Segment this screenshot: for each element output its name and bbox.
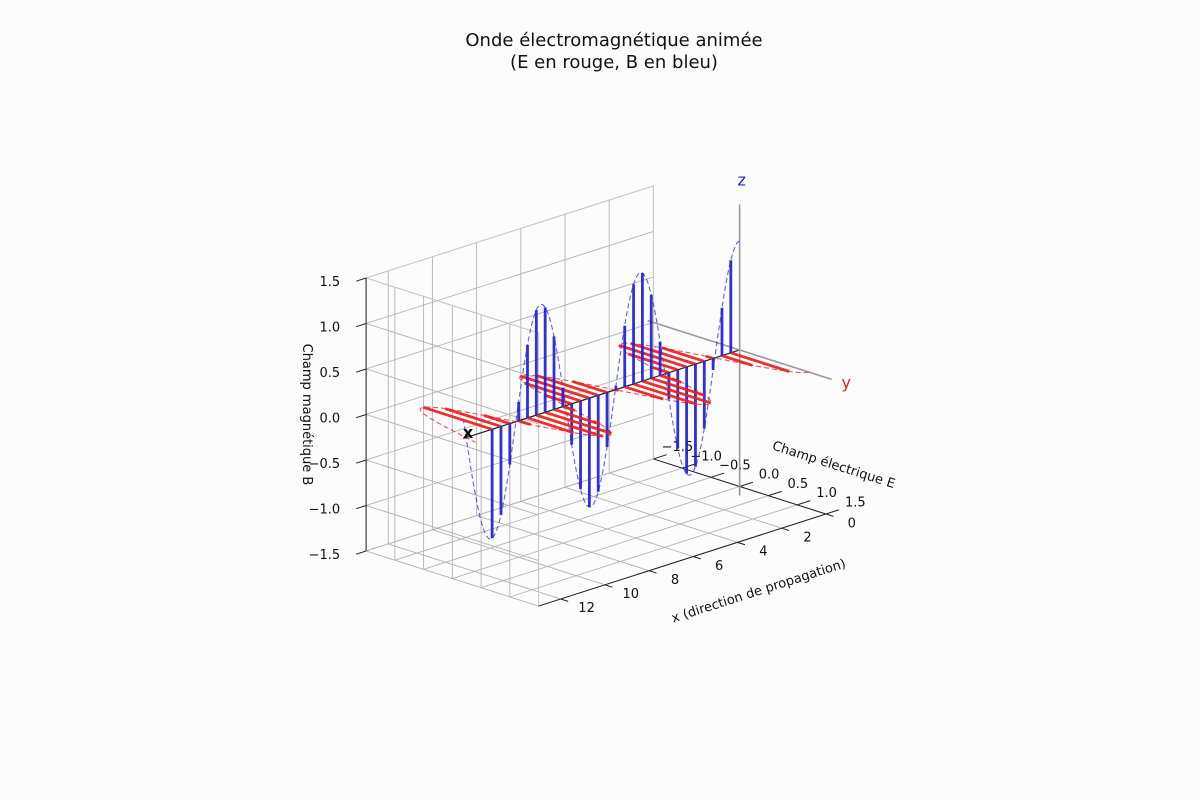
x-axis-tick bbox=[648, 570, 657, 574]
y-axis-tick bbox=[710, 472, 725, 478]
wave-layer bbox=[419, 204, 832, 540]
x-tick-label: 2 bbox=[803, 530, 811, 545]
E-vector bbox=[624, 385, 664, 401]
y-tick-label: 0.5 bbox=[787, 477, 808, 492]
z-tick-label: 1.0 bbox=[319, 321, 340, 336]
y-axis-tick bbox=[768, 490, 782, 497]
z-axis-tick bbox=[356, 368, 367, 373]
E-vector bbox=[659, 374, 682, 384]
grid-line bbox=[365, 367, 654, 461]
grid-line bbox=[365, 505, 539, 561]
grid-line bbox=[480, 495, 769, 589]
x-axis-tick bbox=[781, 527, 790, 532]
E-vector bbox=[705, 354, 714, 360]
x-axis-title: x (direction de propagation) bbox=[670, 557, 848, 627]
y-axis-tick bbox=[796, 500, 811, 506]
x-tick-label: 4 bbox=[759, 545, 767, 560]
z-axis-letter: z bbox=[737, 171, 745, 190]
chart-title-line1: Onde électromagnétique animée bbox=[465, 30, 762, 51]
E-vector bbox=[483, 414, 511, 425]
grid-line bbox=[365, 322, 654, 415]
E-vector bbox=[544, 410, 612, 435]
x-tick-label: 10 bbox=[623, 587, 640, 602]
x-axis-tick bbox=[604, 584, 613, 588]
x-axis-letter: x bbox=[463, 423, 474, 442]
E-vector bbox=[562, 405, 576, 412]
y-tick-label: 0.0 bbox=[759, 468, 780, 483]
z-axis-tick bbox=[356, 323, 367, 328]
y-tick-label: −1.0 bbox=[690, 449, 722, 464]
z-tick-label: −0.5 bbox=[309, 457, 341, 472]
E-vector bbox=[527, 416, 575, 435]
z-tick-label: −1.5 bbox=[309, 548, 341, 563]
chart-title-line2: (E en rouge, B en bleu) bbox=[510, 52, 718, 73]
label-layer: x y z bbox=[463, 171, 851, 442]
E-vector bbox=[661, 346, 705, 363]
E-vector bbox=[627, 352, 679, 372]
grid-line bbox=[365, 368, 539, 425]
E-vector bbox=[422, 405, 493, 431]
grid-line bbox=[423, 476, 712, 570]
x-axis-tick bbox=[693, 556, 701, 560]
grid-line bbox=[365, 458, 654, 552]
z-axis-tick bbox=[356, 459, 367, 464]
z-axis-tick bbox=[356, 277, 367, 282]
E-vector bbox=[553, 408, 601, 426]
z-axis-tick bbox=[356, 414, 367, 419]
x-tick-label: 6 bbox=[715, 559, 723, 574]
grid-line bbox=[365, 231, 654, 324]
grid-line bbox=[365, 323, 539, 379]
x-tick-label: 12 bbox=[578, 601, 595, 616]
pane-edge bbox=[365, 277, 539, 334]
z-axis-tick bbox=[356, 550, 367, 555]
y-tick-label: −0.5 bbox=[719, 459, 751, 474]
grid-line bbox=[365, 276, 654, 370]
x-axis-tick bbox=[825, 513, 834, 517]
E-field-curve bbox=[419, 342, 809, 443]
y-axis-tick bbox=[681, 463, 696, 469]
grid-line bbox=[452, 486, 740, 579]
pane-edge bbox=[365, 185, 654, 279]
E-vector bbox=[535, 413, 604, 438]
y-axis-tick bbox=[739, 481, 754, 487]
grid-line bbox=[365, 459, 539, 516]
E-vector bbox=[633, 382, 698, 406]
x-axis-line bbox=[538, 513, 827, 607]
y-tick-label: 1.0 bbox=[816, 486, 837, 501]
x-tick-label: 0 bbox=[848, 516, 856, 531]
E-vector bbox=[641, 379, 712, 405]
y-tick-label: 1.5 bbox=[845, 495, 866, 510]
E-vector bbox=[444, 407, 502, 428]
E-vector bbox=[518, 419, 532, 426]
x-tick-label: 8 bbox=[671, 573, 679, 588]
z-tick-label: 0.5 bbox=[319, 366, 340, 381]
E-vector bbox=[545, 394, 573, 406]
E-vector bbox=[572, 380, 608, 394]
B-field-curve bbox=[462, 240, 740, 540]
z-axis-title: Champ magnétique B bbox=[299, 344, 314, 486]
z-tick-label: 1.5 bbox=[319, 275, 340, 290]
grid-layer bbox=[365, 185, 827, 607]
E-vector bbox=[618, 344, 688, 369]
E-vector bbox=[721, 354, 753, 367]
E-vector bbox=[730, 351, 790, 373]
z-tick-label: 0.0 bbox=[319, 412, 340, 427]
z-tick-label: −1.0 bbox=[309, 503, 341, 518]
y-axis-letter: y bbox=[842, 373, 851, 392]
z-axis-tick bbox=[356, 505, 367, 510]
y-axis-tick bbox=[653, 454, 667, 460]
y-axis-tick bbox=[825, 509, 840, 515]
x-axis-tick bbox=[560, 598, 569, 602]
E-vector bbox=[615, 388, 619, 392]
grid-line bbox=[509, 504, 798, 598]
E-vector bbox=[536, 374, 599, 397]
E-vector bbox=[650, 376, 705, 397]
x-axis-tick bbox=[737, 541, 746, 546]
